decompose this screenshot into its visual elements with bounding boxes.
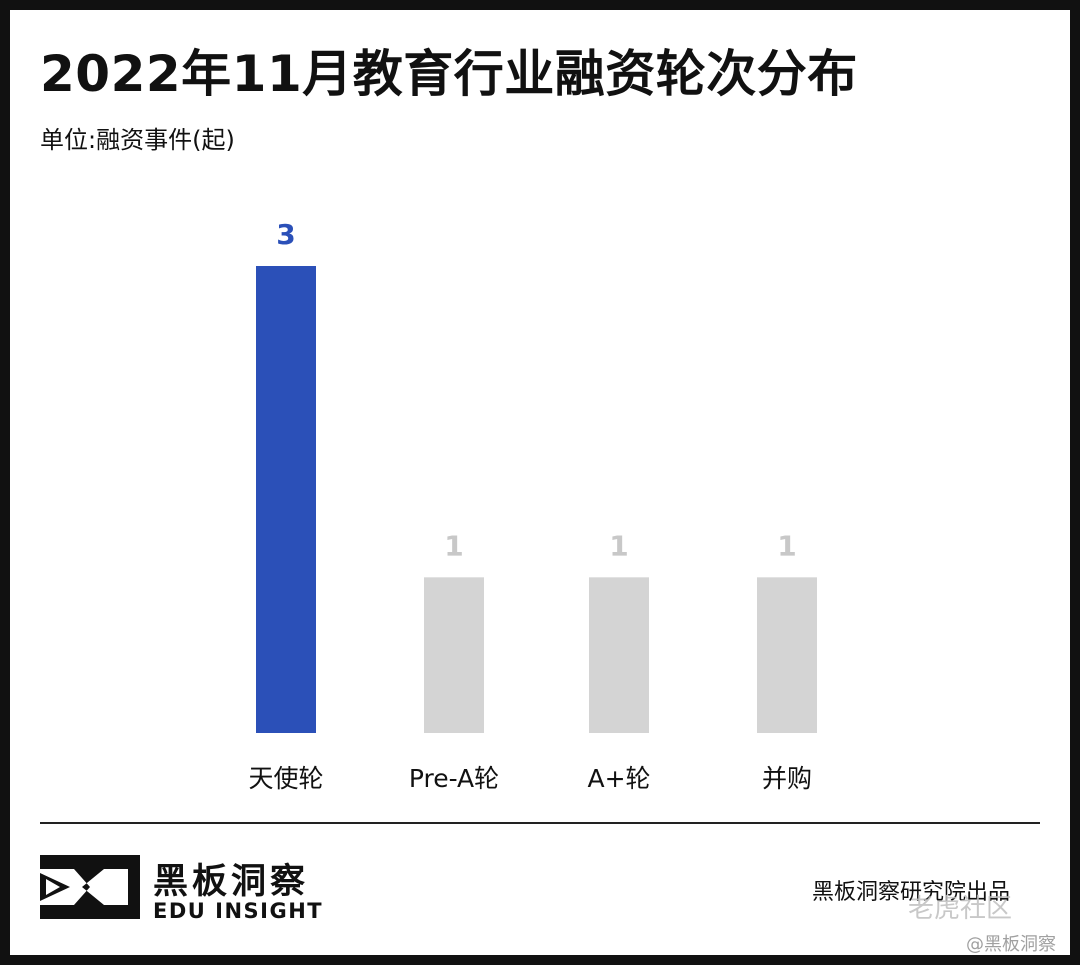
watermark-community: 老虎社区 xyxy=(908,894,1013,924)
bar-2 xyxy=(424,577,484,733)
category-label-3: A+轮 xyxy=(587,764,650,793)
bar-value-label-4: 1 xyxy=(777,529,796,562)
category-label-2: Pre-A轮 xyxy=(409,764,499,793)
footer-divider xyxy=(40,822,1040,824)
bar-value-label-1: 3 xyxy=(276,218,295,251)
chart-title: 2022年11月教育行业融资轮次分布 xyxy=(40,45,858,103)
bar-3 xyxy=(589,577,649,733)
bar-chart: 3 天使轮 1 Pre-A轮 1 A+轮 1 并购 xyxy=(248,218,817,793)
brand-name-en: EDU INSIGHT xyxy=(153,899,324,923)
bar-4 xyxy=(757,577,817,733)
credit-text: 黑板洞察研究院出品 xyxy=(812,880,1011,905)
bar-value-label-3: 1 xyxy=(609,529,628,562)
bar-1 xyxy=(256,266,316,733)
category-label-1: 天使轮 xyxy=(248,764,323,793)
brand-name-cn: 黑板洞察 xyxy=(153,862,310,902)
watermark-handle: @黑板洞察 xyxy=(966,934,1056,955)
unit-label: 单位:融资事件(起) xyxy=(40,126,235,154)
edu-insight-logo-icon xyxy=(40,855,140,919)
category-label-4: 并购 xyxy=(762,764,812,793)
bar-value-label-2: 1 xyxy=(444,529,463,562)
